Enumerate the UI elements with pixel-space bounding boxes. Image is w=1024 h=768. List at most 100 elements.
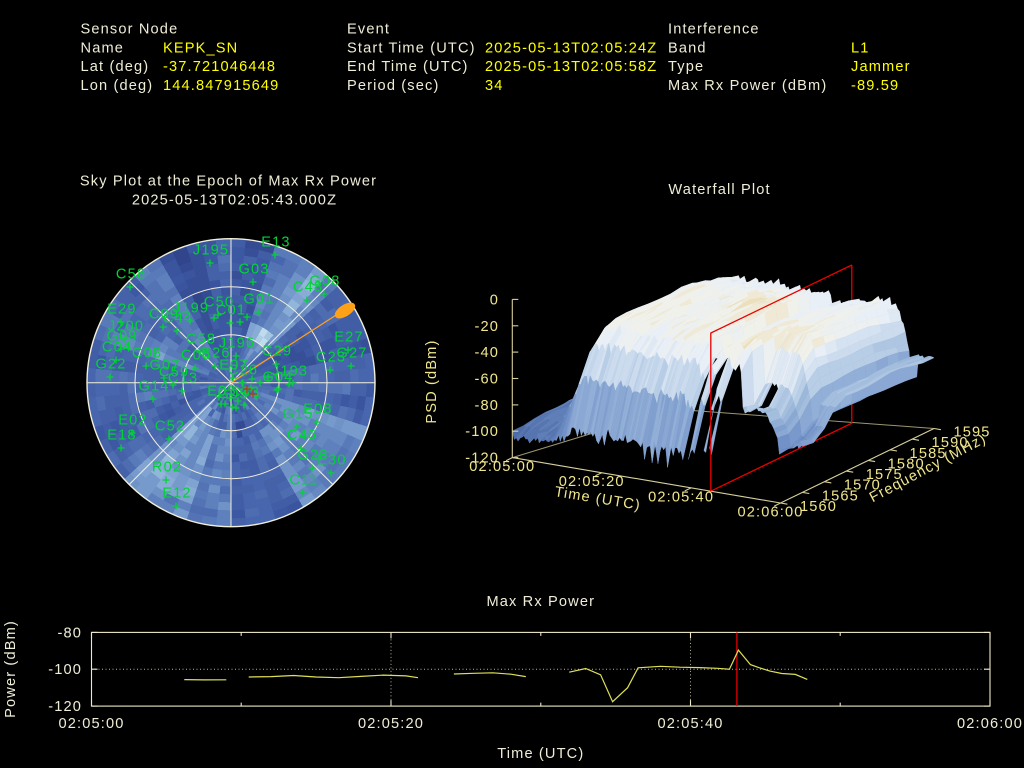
- svg-text:C04: C04: [102, 340, 132, 356]
- svg-text:E05: E05: [207, 384, 236, 400]
- svg-text:J193: J193: [272, 364, 308, 380]
- svg-text:C59: C59: [159, 365, 189, 381]
- svg-text:G27: G27: [336, 346, 367, 362]
- svg-text:1575: 1575: [866, 467, 903, 483]
- svg-text:1590: 1590: [932, 435, 969, 451]
- svg-text:Sensor Node: Sensor Node: [81, 21, 179, 37]
- svg-text:1560: 1560: [800, 499, 837, 515]
- svg-text:C58: C58: [186, 332, 216, 348]
- svg-text:1570: 1570: [844, 478, 881, 494]
- svg-text:-89.59: -89.59: [851, 78, 899, 94]
- svg-text:R02: R02: [152, 460, 182, 476]
- svg-text:G07: G07: [149, 358, 180, 374]
- svg-text:E07: E07: [219, 358, 248, 374]
- svg-text:144.847915649: 144.847915649: [163, 78, 279, 94]
- svg-text:G05: G05: [217, 387, 248, 403]
- svg-text:02:05:40: 02:05:40: [648, 489, 714, 505]
- svg-text:Lat (deg): Lat (deg): [81, 59, 150, 75]
- svg-text:-120: -120: [465, 451, 499, 467]
- svg-text:1585: 1585: [910, 446, 947, 462]
- svg-text:-120: -120: [48, 699, 82, 715]
- svg-text:Type: Type: [668, 59, 704, 75]
- svg-text:J195: J195: [193, 243, 229, 259]
- svg-text:J200: J200: [108, 319, 144, 335]
- svg-text:02:05:00: 02:05:00: [469, 459, 535, 475]
- svg-text:Power (dBm): Power (dBm): [3, 620, 19, 718]
- svg-text:Time (UTC): Time (UTC): [497, 746, 584, 762]
- svg-text:Max Rx Power (dBm): Max Rx Power (dBm): [668, 78, 827, 94]
- svg-text:Band: Band: [668, 40, 707, 56]
- svg-text:G15: G15: [282, 407, 313, 423]
- svg-text:KEPK_SN: KEPK_SN: [163, 40, 238, 56]
- svg-text:C29: C29: [262, 344, 292, 360]
- svg-text:E30: E30: [317, 453, 346, 469]
- svg-text:G04: G04: [262, 370, 293, 386]
- svg-text:C08: C08: [132, 346, 162, 362]
- svg-text:E26: E26: [201, 346, 230, 362]
- svg-text:Period (sec): Period (sec): [347, 78, 439, 94]
- svg-text:1580: 1580: [888, 456, 925, 472]
- svg-text:1565: 1565: [822, 488, 859, 504]
- svg-text:L1: L1: [851, 40, 870, 56]
- svg-text:G09: G09: [106, 329, 137, 345]
- svg-text:34: 34: [485, 78, 504, 94]
- svg-text:J196: J196: [219, 336, 255, 352]
- svg-text:E12: E12: [162, 486, 191, 502]
- svg-text:02:06:00: 02:06:00: [737, 505, 803, 521]
- svg-text:E29: E29: [107, 302, 136, 318]
- svg-text:G22: G22: [95, 357, 126, 373]
- svg-text:G28: G28: [297, 448, 328, 464]
- svg-text:C50: C50: [204, 295, 234, 311]
- svg-text:0: 0: [490, 292, 499, 308]
- svg-text:Waterfall Plot: Waterfall Plot: [668, 182, 770, 198]
- svg-text:Lon (deg): Lon (deg): [81, 78, 154, 94]
- svg-text:G03: G03: [238, 262, 269, 278]
- svg-text:02:05:40: 02:05:40: [657, 716, 723, 732]
- svg-text:2025-05-13T02:05:24Z: 2025-05-13T02:05:24Z: [485, 40, 657, 56]
- svg-text:C11: C11: [289, 473, 318, 489]
- svg-text:-100: -100: [48, 662, 82, 678]
- svg-text:E08: E08: [303, 402, 332, 418]
- svg-text:Sky Plot at the Epoch of Max R: Sky Plot at the Epoch of Max Rx Power: [80, 174, 377, 190]
- svg-text:-37.721046448: -37.721046448: [163, 59, 276, 75]
- svg-text:G14: G14: [138, 379, 169, 395]
- svg-text:C52: C52: [155, 419, 185, 435]
- svg-text:C48: C48: [293, 280, 323, 296]
- svg-text:Start Time (UTC): Start Time (UTC): [347, 40, 476, 56]
- svg-text:02:05:20: 02:05:20: [559, 474, 625, 490]
- svg-text:C26: C26: [228, 363, 258, 379]
- svg-text:2025-05-13T02:05:43.000Z: 2025-05-13T02:05:43.000Z: [132, 193, 337, 209]
- svg-text:C44: C44: [163, 311, 193, 327]
- svg-text:C06: C06: [181, 348, 211, 364]
- svg-text:Name: Name: [81, 40, 125, 56]
- svg-text:C09: C09: [149, 307, 179, 323]
- svg-text:C13: C13: [168, 371, 198, 387]
- svg-text:End Time (UTC): End Time (UTC): [347, 59, 469, 75]
- svg-text:E02: E02: [118, 413, 147, 429]
- svg-text:Interference: Interference: [668, 21, 760, 37]
- svg-text:G08: G08: [309, 274, 340, 290]
- svg-text:-20: -20: [474, 319, 499, 335]
- svg-text:-40: -40: [474, 345, 499, 361]
- svg-text:Jammer: Jammer: [851, 59, 911, 75]
- svg-text:02:06:00: 02:06:00: [957, 716, 1023, 732]
- svg-text:E27: E27: [334, 330, 363, 346]
- svg-text:-80: -80: [57, 625, 82, 641]
- svg-text:E13: E13: [261, 235, 290, 251]
- svg-text:Event: Event: [347, 21, 390, 37]
- svg-text:Max Rx Power: Max Rx Power: [486, 594, 595, 610]
- svg-text:C23: C23: [316, 350, 346, 366]
- svg-text:G01: G01: [243, 292, 274, 308]
- svg-text:02:05:20: 02:05:20: [358, 716, 424, 732]
- svg-text:J199: J199: [173, 301, 209, 317]
- svg-text:E18: E18: [107, 428, 136, 444]
- svg-text:-60: -60: [474, 372, 499, 388]
- svg-text:2025-05-13T02:05:58Z: 2025-05-13T02:05:58Z: [485, 59, 657, 75]
- svg-text:-100: -100: [465, 424, 499, 440]
- svg-text:PSD (dBm): PSD (dBm): [424, 340, 440, 424]
- svg-text:C58: C58: [116, 267, 146, 283]
- svg-text:02:05:00: 02:05:00: [58, 716, 124, 732]
- svg-text:C01: C01: [216, 303, 246, 319]
- svg-text:1595: 1595: [953, 425, 990, 441]
- svg-text:-80: -80: [474, 398, 499, 414]
